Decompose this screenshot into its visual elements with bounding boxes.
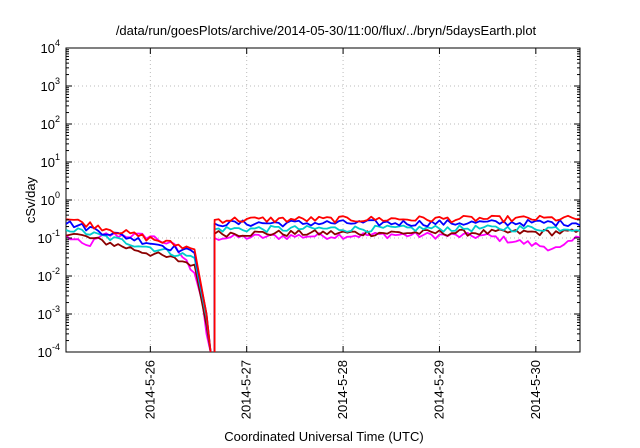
x-tick-label: 2014-5-26	[142, 360, 157, 419]
y-tick-label: 10-1	[38, 228, 60, 246]
x-axis-label: Coordinated Universal Time (UTC)	[224, 429, 423, 444]
chart-title: /data/run/goesPlots/archive/2014-05-30/1…	[116, 23, 537, 38]
series-line-2	[66, 227, 212, 352]
y-tick-label: 10-2	[38, 266, 60, 284]
series-line-4	[66, 218, 212, 352]
series-line-3	[213, 218, 580, 352]
y-tick-label: 10-3	[38, 304, 60, 322]
series-line-3	[66, 220, 212, 352]
x-axis-ticks: 2014-5-26 2014-5-27 2014-5-28 2014-5-29 2014…	[142, 48, 543, 419]
series-line-1	[213, 228, 580, 352]
series-line-1	[66, 232, 212, 352]
y-axis-label: cSv/day	[23, 176, 38, 223]
x-tick-label: 2014-5-27	[239, 360, 254, 419]
y-tick-label: 101	[41, 152, 60, 170]
y-tick-label: 102	[41, 114, 60, 132]
series-line-0	[213, 231, 580, 352]
x-tick-label: 2014-5-29	[431, 360, 446, 419]
y-axis-ticks: 10-4 10-3 10-2 10-1 100 101 102 103 104	[38, 38, 580, 360]
y-tick-label: 103	[41, 76, 60, 94]
series-line-2	[213, 224, 580, 352]
series-line-0	[66, 232, 212, 352]
x-tick-label: 2014-5-30	[528, 360, 543, 419]
y-tick-label: 104	[41, 38, 60, 56]
series-line-4	[213, 214, 580, 352]
y-tick-label: 100	[41, 190, 60, 208]
grid-lines	[66, 48, 580, 352]
series-layer	[66, 214, 580, 352]
y-tick-label: 10-4	[38, 342, 60, 360]
x-tick-label: 2014-5-28	[335, 360, 350, 419]
